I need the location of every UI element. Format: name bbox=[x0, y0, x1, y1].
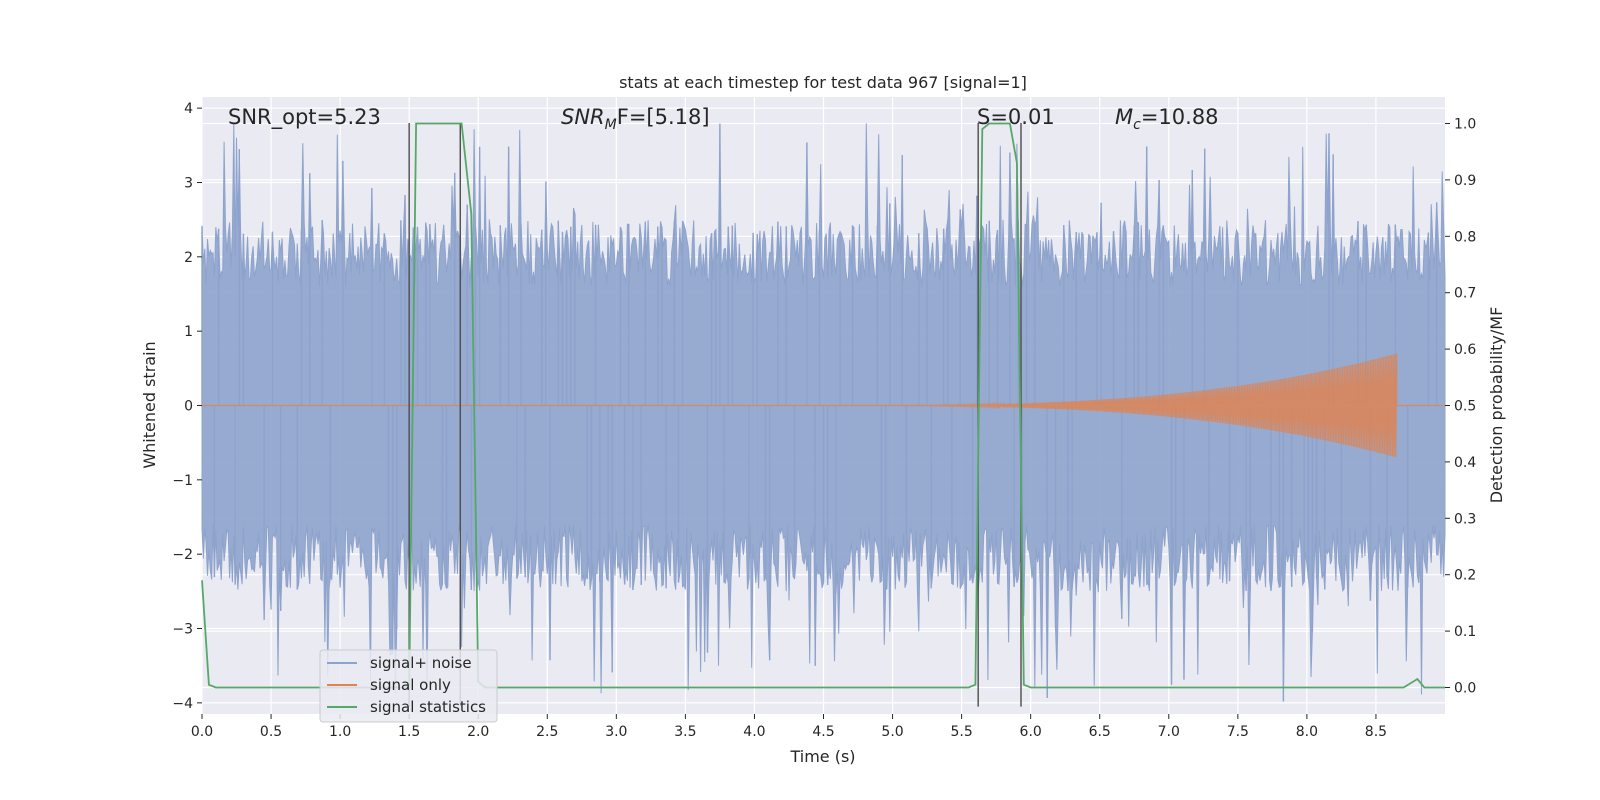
legend: signal+ noise signal only signal statist… bbox=[319, 649, 498, 723]
snr-mf-sub: M bbox=[605, 117, 617, 133]
x-tick-label: 1.5 bbox=[398, 724, 420, 740]
snr-mf-annotation: SNRMF=[5.18] bbox=[561, 105, 710, 133]
y-axis-right-label: Detection probability/MF bbox=[1487, 307, 1506, 504]
x-tick-label: 8.0 bbox=[1296, 724, 1318, 740]
y-right-tick-label: 0.8 bbox=[1454, 229, 1476, 245]
snr-mf-rest: F=[5.18] bbox=[617, 105, 710, 129]
x-tick-label: 3.5 bbox=[674, 724, 696, 740]
y-left-tick-label: −4 bbox=[172, 696, 193, 712]
x-tick-label: 1.0 bbox=[329, 724, 351, 740]
mc-base: M bbox=[1115, 105, 1133, 129]
y-right-tick-label: 0.6 bbox=[1454, 342, 1476, 358]
x-tick-label: 4.5 bbox=[812, 724, 834, 740]
signal-only-line bbox=[202, 353, 1445, 458]
x-tick-label: 0.0 bbox=[191, 724, 213, 740]
x-tick-label: 6.0 bbox=[1020, 724, 1042, 740]
y-right-ticks: 0.0 0.1 0.2 0.3 0.4 0.5 0.6 0.7 0.8 0.9 1.0 bbox=[1445, 117, 1476, 696]
x-tick-label: 2.5 bbox=[536, 724, 558, 740]
s-stat-annotation: S=0.01 bbox=[977, 105, 1055, 129]
y-left-tick-label: 4 bbox=[184, 101, 193, 117]
y-axis-left-label: Whitened strain bbox=[140, 341, 159, 468]
signal-only-series bbox=[202, 353, 1445, 458]
mc-rest: =10.88 bbox=[1141, 105, 1219, 129]
x-axis-label: Time (s) bbox=[789, 747, 855, 766]
y-left-ticks: −4 −3 −2 −1 0 1 2 3 4 bbox=[172, 101, 202, 712]
y-right-tick-label: 0.9 bbox=[1454, 173, 1476, 189]
chart-title: stats at each timestep for test data 967… bbox=[619, 73, 1027, 92]
y-left-tick-label: −1 bbox=[172, 473, 193, 489]
y-right-tick-label: 0.1 bbox=[1454, 624, 1476, 640]
y-left-tick-label: 2 bbox=[184, 250, 193, 266]
noise-series bbox=[201, 123, 1446, 702]
mc-annotation: Mc=10.88 bbox=[1115, 105, 1219, 133]
x-tick-label: 2.0 bbox=[467, 724, 489, 740]
x-tick-label: 5.5 bbox=[950, 724, 972, 740]
x-tick-label: 6.5 bbox=[1089, 724, 1111, 740]
y-right-tick-label: 0.4 bbox=[1454, 455, 1476, 471]
x-tick-label: 4.0 bbox=[743, 724, 765, 740]
x-tick-label: 7.0 bbox=[1158, 724, 1180, 740]
y-left-tick-label: 0 bbox=[184, 399, 193, 415]
legend-label-signal-statistics: signal statistics bbox=[370, 698, 486, 716]
y-right-tick-label: 1.0 bbox=[1454, 117, 1476, 133]
y-left-tick-label: −3 bbox=[172, 622, 193, 638]
y-right-tick-label: 0.7 bbox=[1454, 286, 1476, 302]
x-tick-label: 0.5 bbox=[260, 724, 282, 740]
snr-mf-base: SNR bbox=[561, 105, 605, 129]
mc-sub: c bbox=[1133, 117, 1141, 133]
x-tick-label: 5.0 bbox=[881, 724, 903, 740]
y-right-tick-label: 0.0 bbox=[1454, 680, 1476, 696]
y-right-tick-label: 0.5 bbox=[1454, 399, 1476, 415]
legend-label-signal-only: signal only bbox=[370, 676, 451, 694]
y-left-tick-label: 3 bbox=[184, 175, 193, 191]
y-right-tick-label: 0.3 bbox=[1454, 511, 1476, 527]
y-left-tick-label: 1 bbox=[184, 324, 193, 340]
snr-opt-annotation: SNR_opt=5.23 bbox=[228, 105, 381, 130]
y-left-tick-label: −2 bbox=[172, 547, 193, 563]
y-right-tick-label: 0.2 bbox=[1454, 568, 1476, 584]
legend-label-signal-noise: signal+ noise bbox=[370, 654, 472, 672]
legend-box bbox=[319, 649, 498, 723]
x-ticks: 0.0 0.5 1.0 1.5 2.0 2.5 3.0 3.5 4.0 4.5 5.0 5.5 6.0 6… bbox=[191, 714, 1387, 740]
x-tick-label: 7.5 bbox=[1227, 724, 1249, 740]
x-tick-label: 8.5 bbox=[1365, 724, 1387, 740]
x-tick-label: 3.0 bbox=[605, 724, 627, 740]
